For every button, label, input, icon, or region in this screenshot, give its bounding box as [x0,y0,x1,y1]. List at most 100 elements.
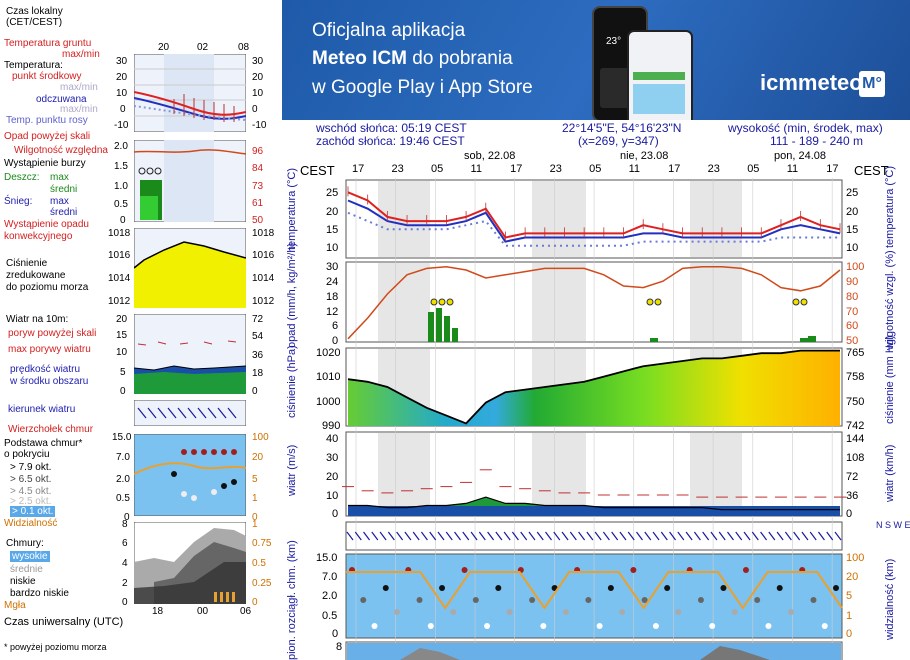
tick: 0 [846,628,853,640]
legend-wind: Wiatr na 10m: [6,314,69,325]
tick: 40 [326,433,339,445]
wind-arrow [826,531,834,541]
precip-bar [436,308,442,342]
tick: 0.25 [252,578,272,589]
cloud-base-dot [371,623,378,629]
legend-footnote: * powyżej poziomu morza [4,642,107,652]
tick: 20 [326,206,339,218]
wind-arrow [627,531,635,541]
legend-hour-utc: 00 [197,606,209,617]
tick: 1020 [316,347,341,359]
temp-series-line [347,191,841,239]
tick: 2.0 [116,474,130,485]
cloud-base-dot [394,609,401,615]
tick: 20 [846,206,859,218]
legend-hour-utc: 06 [240,606,252,617]
cloud-base-dot [765,623,772,629]
cloud-base-dot [506,609,513,615]
wind-arrow [371,531,379,541]
legend-very-low: bardzo niskie [10,588,69,599]
tick: 5 [846,590,853,602]
cloud-base-dot [641,597,648,603]
legend-precip-panel [134,140,246,222]
tick: 100 [252,432,269,443]
legend-cloudbase-panel [134,434,246,516]
legend-clouds: Chmury: [6,538,44,549]
legend-temp-panel [134,54,246,132]
night-shade [378,263,430,341]
hour-label: 17 [510,163,523,175]
legend-storm: Wystąpienie burzy [4,158,86,169]
banner-line2: Meteo ICM do pobrania [312,48,513,70]
wind-arrow [809,531,817,541]
tick: 18 [326,291,339,303]
legend-hour: 02 [197,42,209,53]
wind-arrow [660,531,668,541]
wind-arrow [702,531,710,541]
app-banner[interactable]: Oficjalna aplikacja Meteo ICM do pobrani… [282,0,910,120]
tick: 61 [252,198,264,209]
legend-maxmin: max/min [62,49,100,60]
night-shade [690,181,742,257]
tick: 90 [846,276,859,288]
legend-okt: > 6.5 okt. [10,474,52,485]
wind-arrow [669,531,677,541]
day-label: nie, 23.08 [620,150,669,162]
cloud-base-dot [619,609,626,615]
legend-hour: 20 [158,42,170,53]
tick: 20 [326,471,339,483]
legend-utc: Czas uniwersalny (UTC) [4,616,124,628]
legend-gust-over: poryw powyżej skali [8,328,97,339]
storm-marker [446,298,454,306]
tick: 1016 [108,250,131,261]
storm-marker [654,298,662,306]
legend-snow-mid: średni [50,207,78,218]
cloud-base-dot [382,585,389,591]
wind-arrow [553,531,561,541]
wind-arrow [594,531,602,541]
tick: 1018 [252,228,275,239]
cloud-base-dot [495,585,502,591]
wind-arrow [437,531,445,541]
wind-arrow [429,531,437,541]
wind-arrow [511,531,519,541]
pressure-area [348,350,840,426]
wind-arrow [685,531,693,541]
cloud-base-dot [416,597,423,603]
tick: 1016 [252,250,275,261]
tick: 2.0 [322,590,338,602]
tick: 24 [326,276,339,288]
cloud-base-dot [439,585,446,591]
tick: 1 [252,493,258,504]
hour-label: 17 [352,163,365,175]
legend-cloud-top: Wierzchołek chmur [8,424,94,435]
timezone-label-right: CEST [854,163,889,178]
hour-label: 11 [628,163,641,175]
hour-label: 05 [747,163,760,175]
tick: 144 [846,433,865,445]
day-label: pon, 24.08 [774,150,826,162]
visibility-line [346,571,843,610]
wind-arrow [619,531,627,541]
tick: 7.0 [322,571,338,583]
wind-arrow [470,531,478,541]
hour-axis: 17 23 05 11 17 23 05 11 17 23 05 11 17 [346,163,840,177]
day-label: sob, 22.08 [464,150,516,162]
wind-arrow [801,531,809,541]
tick: 36 [252,350,264,361]
tick: 0.5 [252,558,266,569]
tick: 30 [252,56,264,67]
tick: 0 [846,508,853,520]
tick: 25 [326,187,339,199]
legend-rain: Deszcz: [4,172,40,183]
tick: 0 [252,512,258,523]
wind-arrow [784,531,792,541]
wind-arrow [528,531,536,541]
wind-arrow [495,531,503,541]
legend-visibility: Widzialność [4,518,58,529]
wind-arrow [445,531,453,541]
wind-arrow [586,531,594,541]
legend-gust-max: max porywy wiatru [8,344,91,355]
wind-arrow [462,531,470,541]
legend-dew: Temp. punktu rosy [6,115,88,126]
